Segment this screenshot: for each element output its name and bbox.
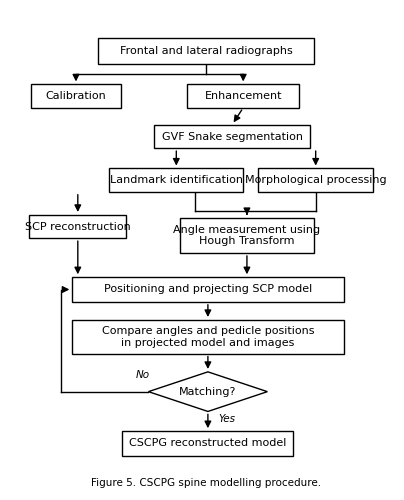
FancyBboxPatch shape (98, 38, 314, 64)
Text: Calibration: Calibration (46, 91, 106, 101)
FancyBboxPatch shape (109, 168, 243, 192)
Text: Compare angles and pedicle positions
in projected model and images: Compare angles and pedicle positions in … (102, 326, 314, 347)
FancyBboxPatch shape (180, 218, 314, 253)
Text: Matching?: Matching? (179, 386, 237, 396)
FancyBboxPatch shape (29, 215, 126, 238)
Text: Positioning and projecting SCP model: Positioning and projecting SCP model (104, 284, 312, 294)
Text: GVF Snake segmentation: GVF Snake segmentation (162, 132, 303, 141)
Polygon shape (148, 372, 267, 412)
Text: Figure 5. CSCPG spine modelling procedure.: Figure 5. CSCPG spine modelling procedur… (91, 478, 321, 488)
Text: Yes: Yes (218, 414, 235, 424)
Text: CSCPG reconstructed model: CSCPG reconstructed model (129, 438, 286, 448)
FancyBboxPatch shape (187, 84, 299, 108)
Text: No: No (136, 370, 150, 380)
FancyBboxPatch shape (154, 125, 310, 148)
Text: Morphological processing: Morphological processing (245, 175, 387, 185)
FancyBboxPatch shape (32, 84, 120, 108)
FancyBboxPatch shape (72, 320, 343, 354)
FancyBboxPatch shape (72, 277, 343, 302)
Text: Landmark identification: Landmark identification (110, 175, 243, 185)
Text: Angle measurement using
Hough Transform: Angle measurement using Hough Transform (173, 224, 320, 246)
Text: Frontal and lateral radiographs: Frontal and lateral radiographs (120, 46, 292, 56)
FancyBboxPatch shape (122, 431, 293, 456)
Text: SCP reconstruction: SCP reconstruction (25, 222, 130, 232)
FancyBboxPatch shape (258, 168, 373, 192)
Text: Enhancement: Enhancement (204, 91, 282, 101)
